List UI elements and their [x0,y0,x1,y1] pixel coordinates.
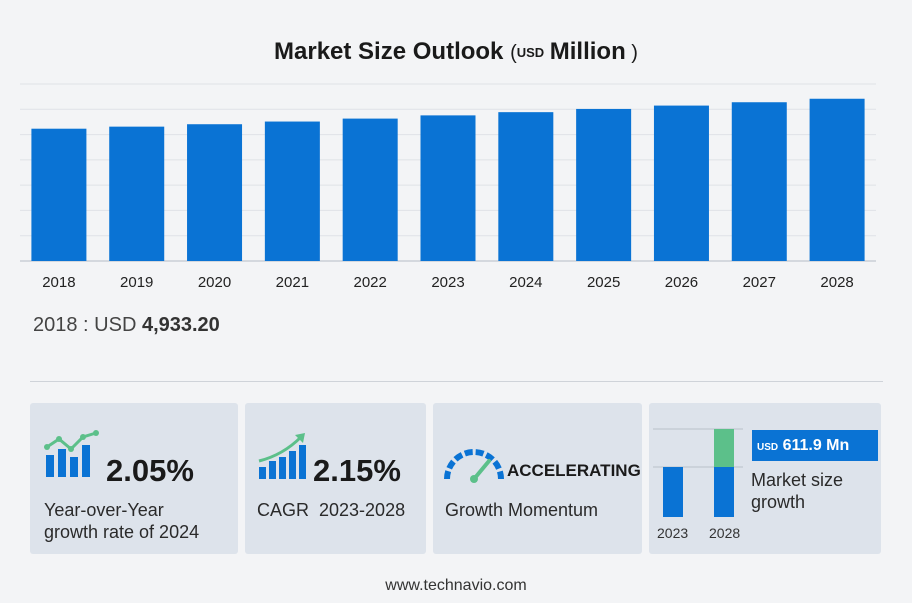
growth-year-a: 2023 [657,525,689,541]
growth-badge-prefix: USD [757,442,779,453]
growth-desc-line1: Market size [751,470,844,490]
growth-badge-value: 611.9 Mn [782,437,850,454]
x-tick-label: 2022 [353,274,386,291]
base-year-label: 2018 : USD [33,314,137,336]
cagr-label: CAGR 2023-2028 [257,500,406,520]
growth-desc-line2: growth [751,492,806,512]
bar-2028 [809,98,865,261]
base-year-number: 4,933.20 [141,314,220,336]
bar-2019 [109,126,165,262]
yoy-desc-line1: Year-over-Year [44,500,164,520]
growth-badge: USD 611.9 Mn [752,430,878,461]
speedometer-icon [444,449,504,483]
yoy-desc: Year-over-Year growth rate of 2024 [44,499,199,543]
yoy-value: 2.05% [106,453,194,488]
x-tick-label: 2020 [198,274,231,291]
growth-year-b: 2028 [709,525,741,541]
growth-mini-chart [653,428,743,517]
card-yoy: 2.05% Year-over-Year growth rate of 2024 [30,403,238,554]
card-growth: 2023 2028 USD 611.9 Mn Market size growt… [649,403,881,554]
yoy-desc-line2: growth rate of 2024 [44,522,200,542]
cagr-value: 2.15% [313,453,401,488]
mini-bar-2028-increment [714,429,734,467]
x-tick-label: 2023 [431,274,464,291]
growth-desc: Market size growth [751,469,843,513]
base-year-value: 2018 : USD 4,933.20 [33,314,220,337]
footer-url: www.technavio.com [385,577,527,594]
card-momentum: ACCELERATING Growth Momentum [433,403,642,554]
bar-2025 [576,108,632,261]
bar-2023 [420,115,476,261]
chart-title-text: Market Size Outlook [274,38,504,65]
growth-arrow-icon [258,433,306,479]
x-tick-label: 2018 [42,274,75,291]
mini-bar-2028-base [714,467,734,517]
momentum-label: Growth Momentum [445,500,599,520]
rising-bars-icon [44,430,99,477]
bar-2021 [264,121,320,261]
title-unit: Million [549,38,626,65]
bar-2022 [342,118,398,261]
divider [30,381,883,382]
bar-2018 [31,128,87,261]
x-tick-label: 2024 [509,274,542,291]
chart-title: Market Size Outlook (USD Million ) [0,38,912,66]
bar-2020 [187,124,243,262]
bar-2026 [653,105,709,261]
x-tick-label: 2021 [276,274,309,291]
x-tick-label: 2027 [743,274,776,291]
bar-2024 [498,112,554,261]
x-tick-label: 2028 [820,274,853,291]
card-cagr: 2.15% CAGR 2023-2028 [245,403,426,554]
bar-2027 [731,102,787,262]
x-tick-label: 2025 [587,274,620,291]
x-tick-label: 2019 [120,274,153,291]
bar-chart: 2018 2019 2020 2021 2022 2023 2024 2025 2026 2027… [20,83,876,291]
title-unit-prefix: USD [516,45,545,60]
chart-title-unit: (USD Million ) [510,38,638,65]
momentum-value: ACCELERATING [507,461,641,480]
x-tick-label: 2026 [665,274,698,291]
mini-bar-2023 [663,467,683,517]
